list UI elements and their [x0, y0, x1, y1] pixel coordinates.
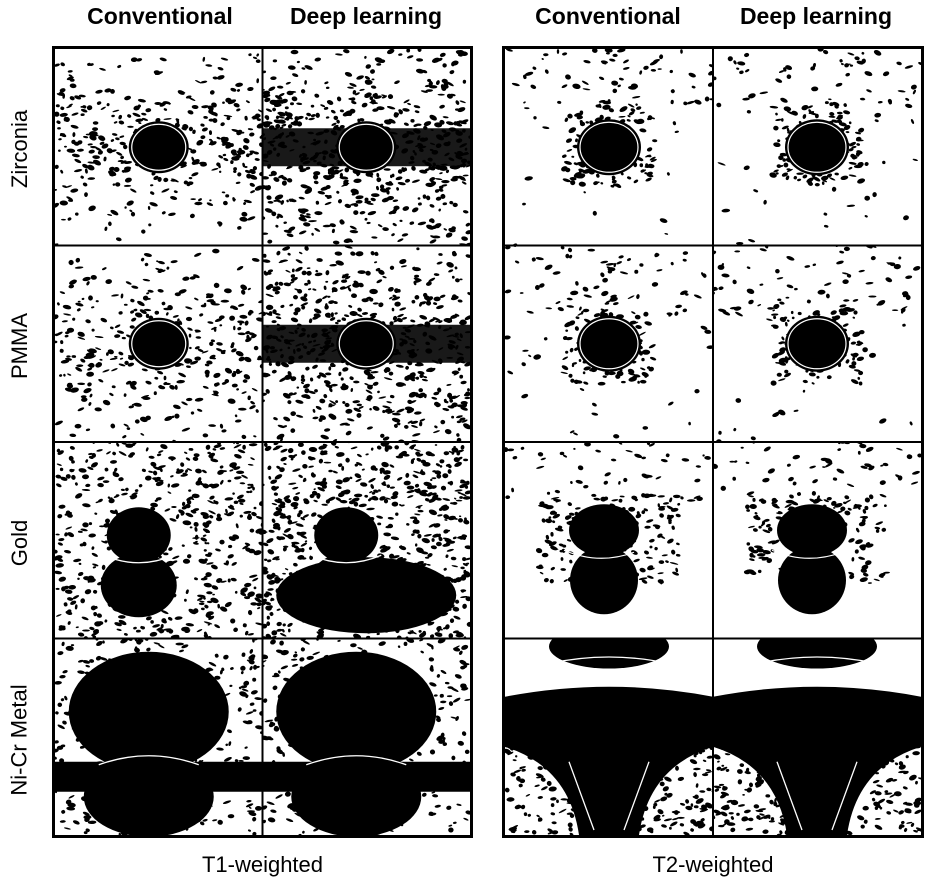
- t1-weighted-artifact-images: [55, 49, 470, 835]
- row-label-gold: Gold: [7, 519, 33, 566]
- artifact-image-cell: [55, 442, 263, 639]
- artifact-image-cell: [262, 638, 470, 835]
- artifact-image-cell: [713, 245, 921, 442]
- artifact-image-cell: [55, 53, 263, 246]
- t2-weighted-artifact-images: [505, 49, 921, 835]
- column-header-t2-deep-learning: Deep learning: [739, 3, 893, 29]
- grid-lines: [505, 49, 921, 835]
- column-header-t1-conventional: Conventional: [87, 3, 233, 29]
- row-label-zirconia-wrap: Zirconia: [0, 50, 40, 247]
- artifact-image-cell: [505, 442, 711, 615]
- t2-weighted-image-grid: [502, 46, 924, 838]
- artifact-image-cell: [713, 638, 921, 835]
- artifact-image-cell: [505, 638, 713, 835]
- artifact-image-cell: [262, 442, 470, 639]
- artifact-image-cell: [262, 49, 470, 246]
- row-label-zirconia: Zirconia: [7, 109, 32, 188]
- artifact-image-cell: [713, 49, 921, 245]
- row-label-ni-cr-metal: Ni-Cr Metal: [7, 683, 33, 796]
- artifact-image-cell: [55, 638, 263, 835]
- t1-weighted-image-grid: [52, 46, 473, 838]
- row-label-pmma-wrap: PMMA: [0, 247, 40, 444]
- t1-weighted-label: T1-weighted: [201, 852, 324, 877]
- artifact-image-cell: [55, 248, 263, 442]
- row-label-pmma: PMMA: [7, 312, 32, 379]
- artifact-image-cell: [262, 245, 470, 442]
- column-header-t1-deep-learning: Deep learning: [289, 3, 443, 29]
- grid-lines: [55, 49, 470, 835]
- t2-weighted-label: T2-weighted: [652, 852, 774, 877]
- row-label-gold-wrap: Gold: [0, 444, 40, 641]
- row-label-ni-cr-metal-wrap: Ni-Cr Metal: [0, 641, 40, 838]
- column-header-t2-conventional: Conventional: [535, 3, 681, 29]
- artifact-image-cell: [713, 442, 921, 615]
- artifact-image-cell: [505, 245, 713, 439]
- artifact-image-cell: [505, 49, 713, 246]
